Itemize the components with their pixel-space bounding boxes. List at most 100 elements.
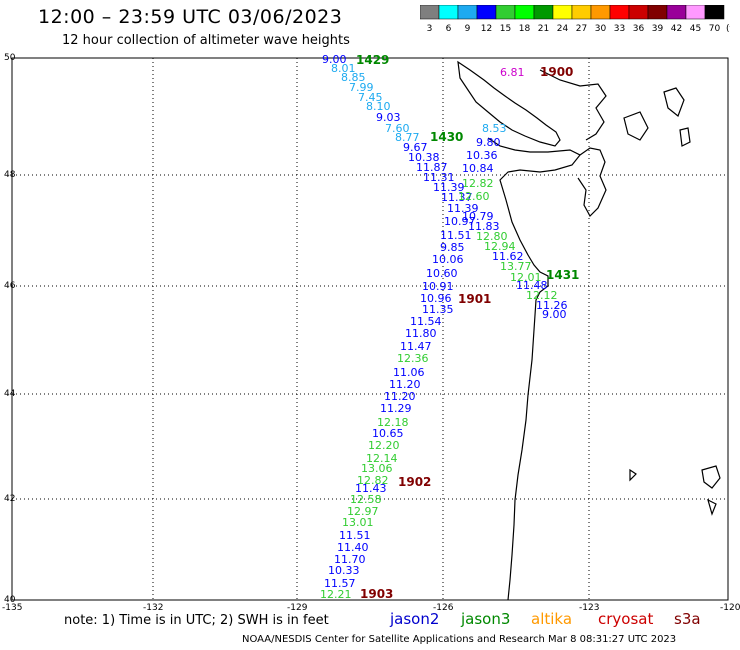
legend-altika: altika bbox=[531, 610, 573, 628]
colorbar-tick-label: 24 bbox=[557, 24, 569, 33]
track-1-value: 10.38 bbox=[408, 151, 440, 164]
colorbar-tick-label: 27 bbox=[576, 24, 587, 33]
time-label-1430: 1430 bbox=[430, 130, 463, 144]
lon-label-120: -120 bbox=[720, 603, 740, 613]
track-2-value: 12.01 bbox=[510, 271, 542, 284]
footer-note: note: 1) Time is in UTC; 2) SWH is in fe… bbox=[64, 613, 329, 628]
track-1-value: 11.57 bbox=[324, 577, 356, 590]
track-2-value: 11.26 bbox=[536, 299, 568, 312]
page-title: 12:00 – 23:59 UTC 03/06/2023 bbox=[38, 6, 343, 28]
track-1-value: 11.51 bbox=[440, 229, 472, 242]
page-subtitle: 12 hour collection of altimeter wave hei… bbox=[62, 33, 350, 48]
track-1-value: 11.37 bbox=[441, 191, 473, 204]
colorbar-tick-label: 45 bbox=[690, 24, 701, 33]
track-1-value: 12.20 bbox=[368, 439, 400, 452]
lon-label-132: -132 bbox=[143, 603, 163, 613]
track-1-value: 9.00 bbox=[322, 53, 347, 66]
track-1-value: 10.33 bbox=[328, 564, 360, 577]
track-2-value: 11.83 bbox=[468, 220, 500, 233]
lon-label-129: -129 bbox=[287, 603, 308, 613]
track-1-value: 11.20 bbox=[384, 390, 416, 403]
track-1-value: 8.10 bbox=[366, 100, 391, 113]
track-1-value: 12.82 bbox=[357, 474, 389, 487]
lat-label-40: 40 bbox=[4, 595, 16, 605]
inland-lake-2 bbox=[663, 87, 685, 117]
inland-lake-1 bbox=[623, 111, 649, 141]
track-1-values: 9.008.018.857.997.458.109.037.608.779.67… bbox=[320, 53, 479, 601]
colorbar-tick-label: 70 bbox=[709, 24, 721, 33]
track-1-value: 10.97 bbox=[444, 215, 476, 228]
colorbar-tick-label: 33 bbox=[614, 24, 625, 33]
track-1-value: 7.45 bbox=[358, 91, 383, 104]
track-2-values: 8.539.8010.3610.8412.8212.6010.7911.8312… bbox=[458, 122, 568, 321]
time-label-1429: 1429 bbox=[356, 53, 389, 67]
track-2-value: 12.82 bbox=[462, 177, 494, 190]
track-1-value: 10.65 bbox=[372, 427, 404, 440]
track-1-value: 11.54 bbox=[410, 315, 442, 328]
track-2-value: 9.00 bbox=[542, 308, 567, 321]
track-2-value: 9.80 bbox=[476, 136, 501, 149]
track-1-value: 10.60 bbox=[426, 267, 458, 280]
track-1-value: 11.20 bbox=[389, 378, 421, 391]
footer-credit: NOAA/NESDIS Center for Satellite Applica… bbox=[242, 634, 677, 645]
track-1-value: 11.31 bbox=[423, 171, 455, 184]
track-2-value: 11.48 bbox=[516, 279, 548, 292]
legend-jason3: jason3 bbox=[461, 610, 511, 628]
lat-label-50: 50 bbox=[4, 53, 16, 63]
track-1-value: 10.06 bbox=[432, 253, 464, 266]
colorbar-tick-label: 30 bbox=[595, 24, 607, 33]
track-1-value: 12.58 bbox=[350, 493, 382, 506]
track-1-value: 13.06 bbox=[361, 462, 393, 475]
track-2-value: 12.60 bbox=[458, 190, 490, 203]
track-2-value: 12.12 bbox=[526, 289, 558, 302]
track-1-value: 11.43 bbox=[355, 482, 387, 495]
track-2-value: 10.84 bbox=[462, 162, 494, 175]
time-label-1901: 1901 bbox=[458, 292, 491, 306]
olympic-peninsula-coast bbox=[487, 137, 581, 601]
track-1-value: 11.80 bbox=[405, 327, 437, 340]
track-1-value: 11.40 bbox=[337, 541, 369, 554]
track-1-value: 10.96 bbox=[420, 292, 452, 305]
track-2-value: 13.77 bbox=[500, 260, 532, 273]
track-2-value: 10.79 bbox=[462, 210, 494, 223]
lat-label-44: 44 bbox=[4, 389, 16, 399]
lon-label-126: -126 bbox=[433, 603, 454, 613]
inland-lake-5 bbox=[707, 498, 717, 516]
track-2-value: 10.36 bbox=[466, 149, 498, 162]
time-label-1902: 1902 bbox=[398, 475, 431, 489]
legend-cryosat: cryosat bbox=[598, 610, 654, 628]
time-label-1431: 1431 bbox=[546, 268, 579, 282]
lat-tick-labels: 50 48 46 44 42 40 bbox=[4, 53, 16, 605]
map-frame bbox=[11, 57, 729, 601]
track-1-value: 8.77 bbox=[395, 131, 420, 144]
track-1-value: 9.03 bbox=[376, 111, 401, 124]
lon-tick-labels: -135 -132 -129 -126 -123 -120 bbox=[2, 603, 740, 613]
lon-label-135: -135 bbox=[2, 603, 22, 613]
lat-gridlines bbox=[12, 174, 728, 500]
track-1-value: 13.01 bbox=[342, 516, 374, 529]
track-1-value: 11.70 bbox=[334, 553, 366, 566]
colorbar-tick-label: 6 bbox=[446, 24, 452, 33]
colorbar-swatch bbox=[704, 5, 725, 20]
track-1-value: 11.06 bbox=[393, 366, 425, 379]
track-1-value: 10.91 bbox=[422, 280, 454, 293]
vancouver-island-coast bbox=[457, 60, 561, 147]
time-label-1900: 1900 bbox=[540, 65, 573, 79]
track-1-value: 8.85 bbox=[341, 71, 366, 84]
track-1-value: 11.39 bbox=[433, 181, 465, 194]
colorbar-tick-label: 42 bbox=[671, 24, 682, 33]
track-1-value: 9.67 bbox=[403, 141, 428, 154]
lat-label-48: 48 bbox=[4, 170, 16, 180]
colorbar-tick-label: 21 bbox=[538, 24, 549, 33]
track-1-value: 12.14 bbox=[366, 452, 398, 465]
inland-lake-4 bbox=[701, 465, 721, 489]
track-1-value: 11.35 bbox=[422, 303, 454, 316]
puget-sound-coast bbox=[577, 147, 607, 217]
legend-s3a: s3a bbox=[674, 610, 701, 628]
track-1-value: 11.47 bbox=[400, 340, 432, 353]
track-1-value: 12.18 bbox=[377, 416, 409, 429]
colorbar-tick-label: 15 bbox=[500, 24, 511, 33]
track-1-value: 9.85 bbox=[440, 241, 465, 254]
